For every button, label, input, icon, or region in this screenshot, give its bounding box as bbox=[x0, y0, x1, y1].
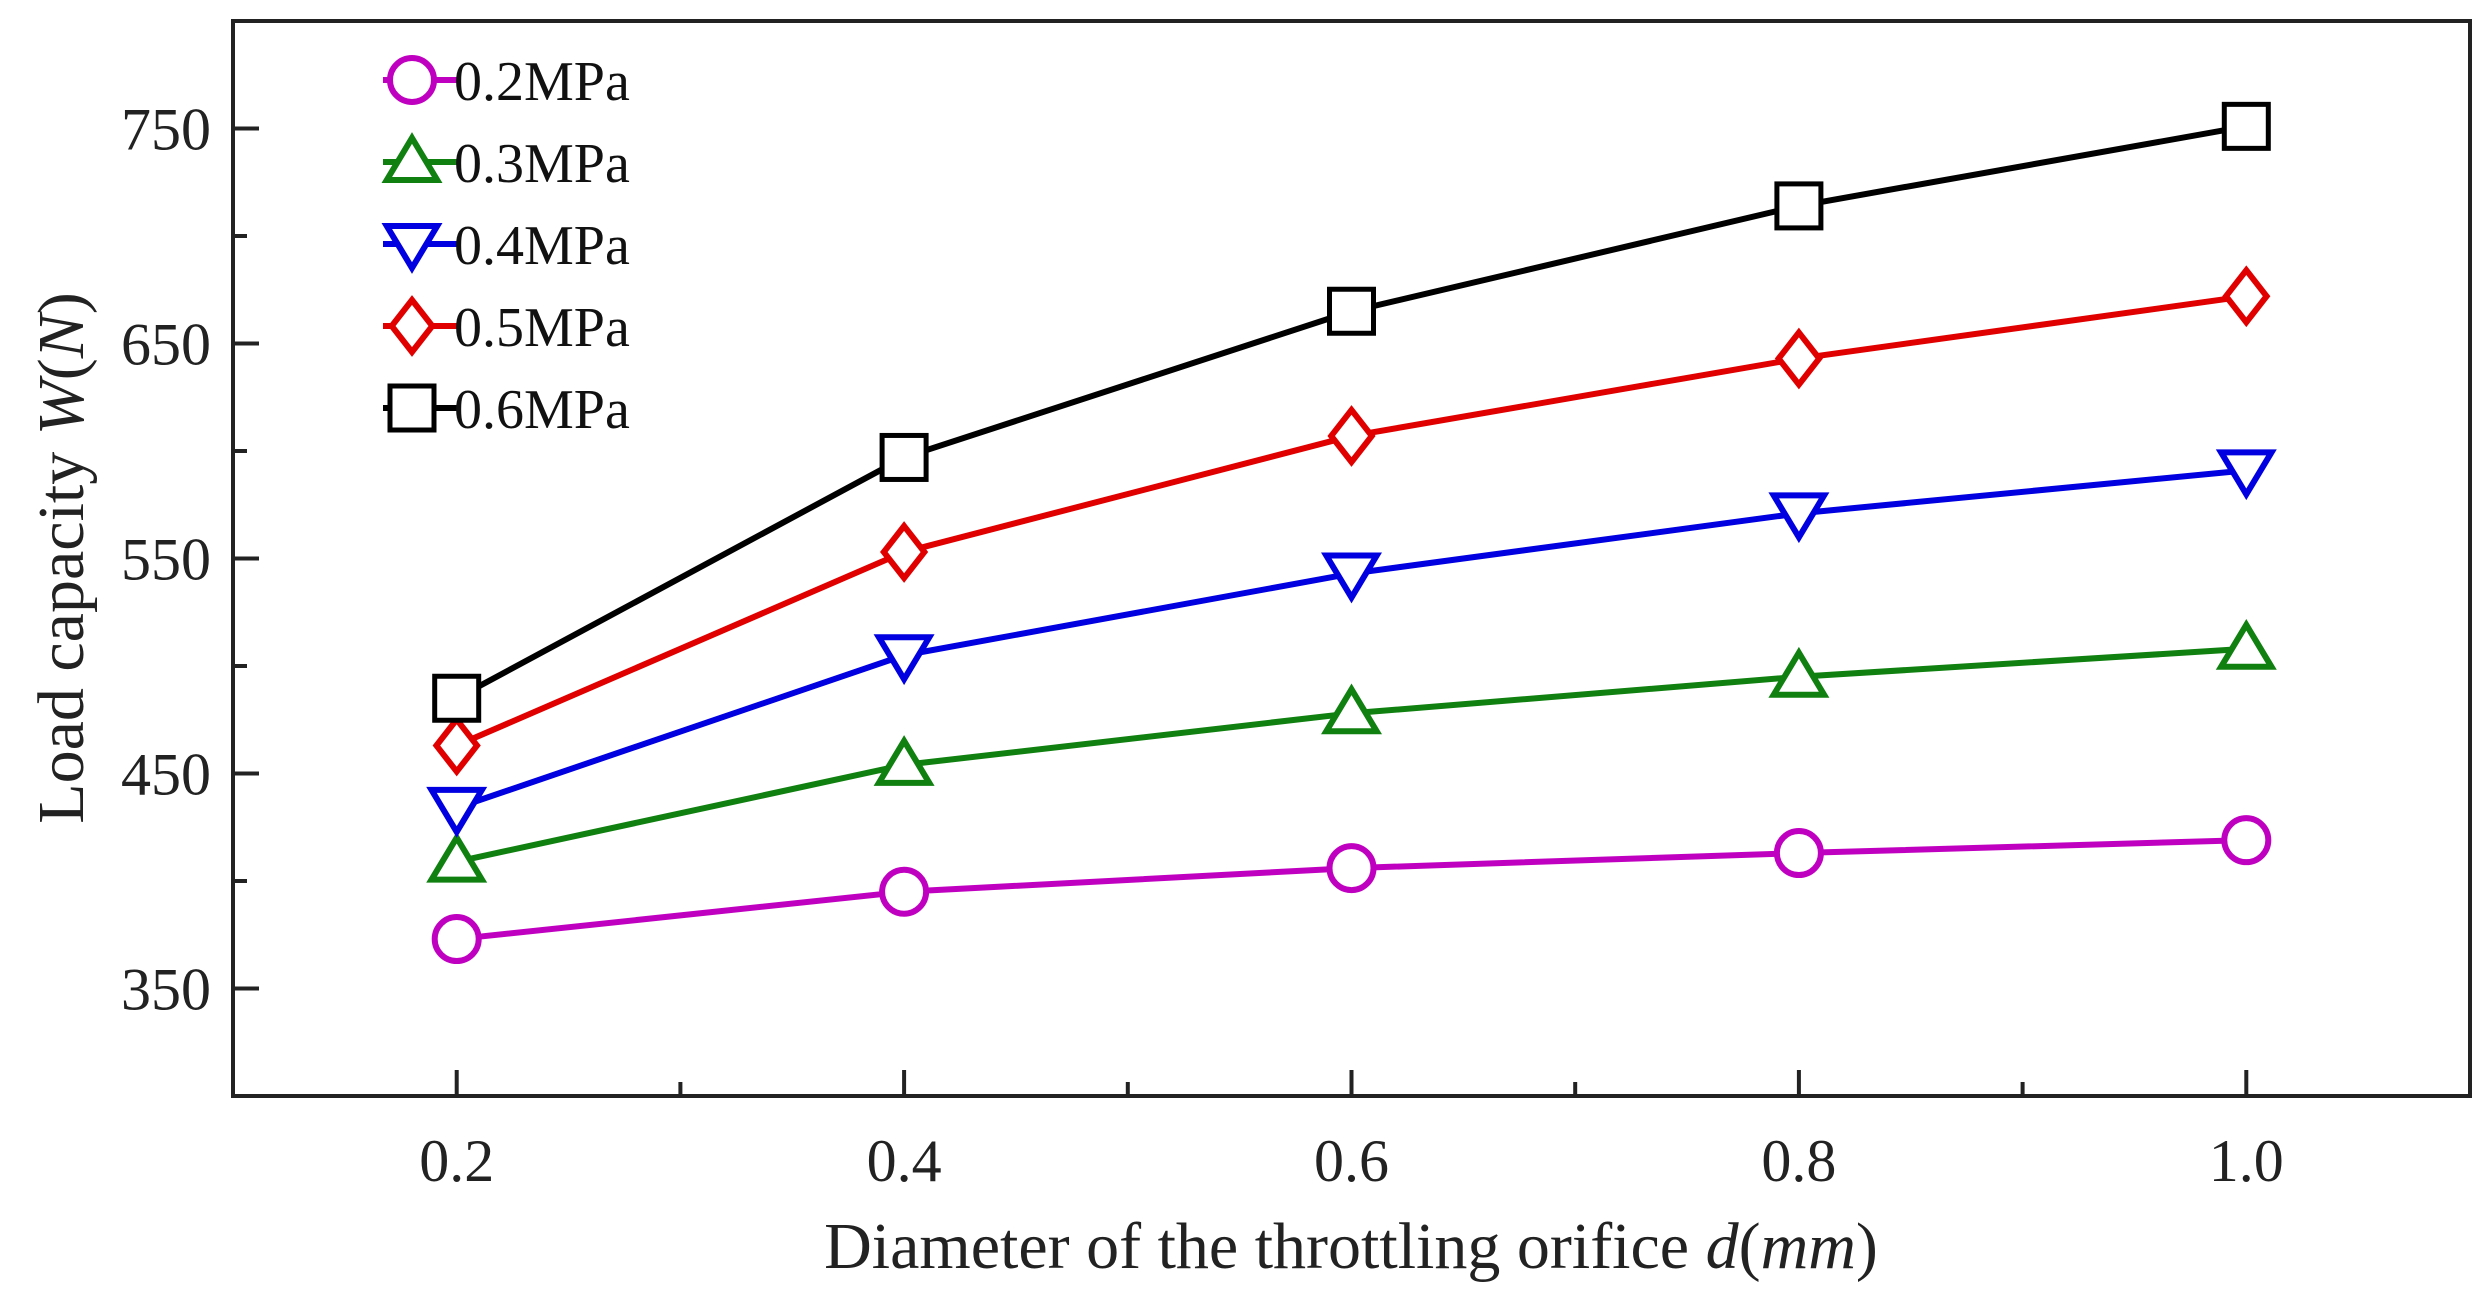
legend-marker-0-6mpa bbox=[387, 383, 437, 433]
legend-label-0-4mpa: 0.4MPa bbox=[454, 215, 630, 277]
x-tick-label-0-2: 0.2 bbox=[419, 1128, 494, 1194]
series-0-5mpa bbox=[432, 265, 2271, 777]
data-point-0-4mpa-x0-2 bbox=[426, 786, 488, 838]
x-tick-label-1-0: 1.0 bbox=[2209, 1128, 2284, 1194]
legend-item-0-5mpa: 0.5MPa bbox=[383, 295, 630, 359]
legend-marker-0-2mpa bbox=[387, 55, 437, 105]
legend-item-0-6mpa: 0.6MPa bbox=[383, 379, 630, 441]
y-axis-title: Load capacity W(N) bbox=[25, 292, 98, 823]
legend-label-0-5mpa: 0.5MPa bbox=[454, 297, 630, 359]
data-point-0-2mpa-x0-2 bbox=[431, 914, 482, 965]
data-point-0-6mpa-x0-2 bbox=[432, 673, 482, 723]
data-point-0-3mpa-x0-4 bbox=[873, 735, 935, 786]
y-tick-label-550: 550 bbox=[121, 527, 211, 593]
legend-item-0-3mpa: 0.3MPa bbox=[381, 132, 630, 195]
data-point-0-4mpa-x1 bbox=[2215, 449, 2277, 501]
y-tick-label-650: 650 bbox=[121, 312, 211, 378]
data-point-0-5mpa-x1 bbox=[2222, 265, 2271, 328]
series-0-3mpa bbox=[426, 618, 2277, 883]
data-point-0-2mpa-x0-6 bbox=[1326, 843, 1377, 894]
legend: 0.2MPa 0.3MPa 0.4MPa 0.5MPa 0.6MPa bbox=[381, 51, 630, 441]
x-axis-title: Diameter of the throttling orifice d(mm) bbox=[824, 1210, 1878, 1283]
series-0-2mpa bbox=[431, 815, 2272, 965]
y-tick-label-750: 750 bbox=[121, 97, 211, 163]
legend-marker-0-3mpa bbox=[381, 132, 443, 183]
data-point-0-3mpa-x0-6 bbox=[1321, 683, 1382, 735]
data-point-0-6mpa-x0-8 bbox=[1774, 181, 1824, 231]
legend-item-0-4mpa: 0.4MPa bbox=[381, 215, 630, 277]
y-tick-label-450: 450 bbox=[121, 742, 211, 808]
series-0-4mpa bbox=[426, 449, 2277, 838]
data-point-0-4mpa-x0-4 bbox=[873, 634, 935, 686]
series-0-6mpa bbox=[432, 101, 2271, 723]
data-point-0-4mpa-x0-6 bbox=[1321, 552, 1382, 604]
data-point-0-5mpa-x0-2 bbox=[432, 714, 481, 777]
data-point-0-3mpa-x1 bbox=[2215, 618, 2277, 670]
data-point-0-2mpa-x1 bbox=[2221, 815, 2272, 866]
series-layer bbox=[426, 101, 2277, 965]
data-point-0-4mpa-x0-8 bbox=[1768, 492, 1830, 544]
data-point-0-5mpa-x0-8 bbox=[1774, 327, 1823, 390]
x-tick-label-0-4: 0.4 bbox=[867, 1128, 942, 1194]
data-point-0-2mpa-x0-8 bbox=[1773, 828, 1824, 879]
data-point-0-3mpa-x0-8 bbox=[1768, 646, 1830, 698]
legend-marker-0-4mpa bbox=[381, 223, 443, 274]
data-point-0-3mpa-x0-2 bbox=[426, 831, 488, 883]
x-tick-label-0-8: 0.8 bbox=[1761, 1128, 1836, 1194]
data-point-0-5mpa-x0-4 bbox=[880, 521, 929, 583]
data-point-0-2mpa-x0-4 bbox=[879, 866, 930, 917]
legend-item-0-2mpa: 0.2MPa bbox=[383, 51, 630, 113]
ticks-layer: 0.2 0.4 0.6 0.8 1.0 350 450 550 650 750 bbox=[121, 97, 2284, 1195]
x-tick-label-0-6: 0.6 bbox=[1314, 1128, 1389, 1194]
data-point-0-6mpa-x0-4 bbox=[879, 432, 929, 482]
data-point-0-5mpa-x0-6 bbox=[1327, 405, 1376, 467]
legend-marker-0-5mpa bbox=[387, 295, 437, 357]
legend-label-0-3mpa: 0.3MPa bbox=[454, 133, 630, 195]
legend-label-0-2mpa: 0.2MPa bbox=[454, 51, 630, 113]
data-point-0-6mpa-x1 bbox=[2221, 101, 2271, 151]
legend-label-0-6mpa: 0.6MPa bbox=[454, 379, 630, 441]
y-tick-label-350: 350 bbox=[121, 957, 211, 1023]
data-point-0-6mpa-x0-6 bbox=[1327, 286, 1376, 336]
